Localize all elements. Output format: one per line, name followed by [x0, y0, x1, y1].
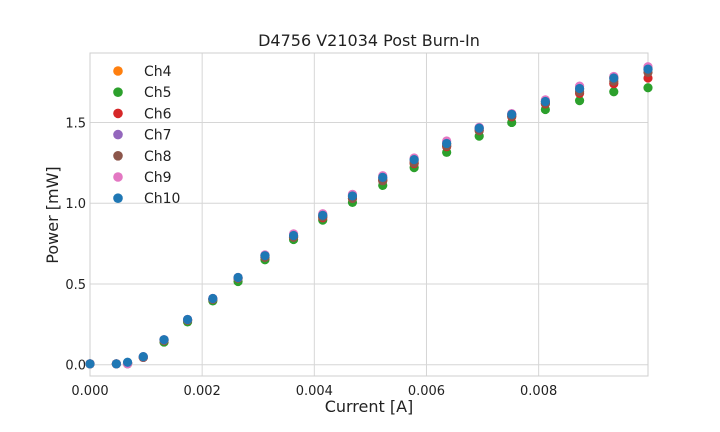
legend-item: Ch8 — [113, 149, 172, 165]
data-point — [540, 96, 550, 107]
legend-marker — [113, 108, 123, 119]
chart-title: D4756 V21034 Post Burn-In — [258, 31, 480, 50]
data-point — [378, 172, 388, 182]
x-tick-label: 0.008 — [520, 384, 557, 399]
legend-marker — [113, 87, 123, 97]
data-point — [643, 64, 653, 74]
data-point — [159, 335, 169, 345]
legend-label: Ch4 — [144, 64, 172, 80]
data-point — [574, 83, 585, 94]
data-point — [574, 96, 585, 106]
legend-marker — [113, 151, 123, 161]
data-point — [233, 272, 243, 283]
legend-label: Ch9 — [144, 170, 172, 186]
data-point — [288, 230, 299, 241]
x-tick-label: 0.006 — [408, 384, 445, 399]
data-point — [138, 352, 148, 362]
legend-item: Ch10 — [113, 191, 180, 207]
x-axis-label: Current [A] — [325, 397, 414, 416]
data-point — [85, 359, 95, 369]
data-point — [442, 138, 452, 149]
data-point — [643, 83, 653, 93]
y-tick-labels: 0.0 0.5 1.0 1.5 — [65, 116, 86, 373]
x-tick-label: 0.002 — [184, 384, 221, 399]
y-tick-label: 0.5 — [65, 278, 86, 293]
series-ch5 — [85, 83, 653, 369]
legend-item: Ch4 — [113, 64, 172, 80]
y-tick-label: 1.0 — [65, 197, 86, 212]
x-tick-labels: 0.000 0.002 0.004 0.006 0.008 — [71, 384, 557, 399]
plot-area — [89, 52, 649, 377]
legend-item: Ch5 — [113, 85, 172, 101]
legend-label: Ch5 — [144, 85, 172, 101]
legend-marker — [113, 66, 123, 76]
data-point — [609, 73, 619, 83]
legend-label: Ch8 — [144, 149, 172, 165]
legend-label: Ch6 — [144, 106, 172, 122]
gridlines — [89, 53, 648, 376]
data-point — [182, 314, 193, 325]
data-points — [85, 62, 653, 369]
series-ch10 — [85, 64, 653, 369]
data-point — [347, 191, 358, 201]
legend-marker — [113, 172, 123, 182]
x-tick-label: 0.000 — [71, 384, 108, 399]
data-point — [474, 123, 484, 133]
legend-item: Ch9 — [113, 170, 172, 186]
legend-label: Ch7 — [144, 128, 172, 144]
legend-item: Ch6 — [113, 106, 172, 122]
legend-marker — [113, 129, 123, 140]
data-point — [111, 359, 121, 369]
data-point — [122, 357, 133, 367]
legend-marker — [113, 193, 123, 203]
data-point — [260, 251, 270, 261]
data-point — [409, 154, 419, 165]
data-point — [507, 109, 517, 119]
data-point — [609, 87, 619, 97]
data-point — [318, 210, 328, 220]
legend: Ch4 Ch5 Ch6 Ch7 Ch8 Ch9 Ch10 — [113, 64, 180, 207]
y-tick-label: 0.0 — [65, 359, 86, 374]
y-axis-label: Power [mW] — [43, 166, 62, 263]
y-tick-label: 1.5 — [65, 116, 86, 131]
legend-item: Ch7 — [113, 128, 172, 144]
x-tick-label: 0.004 — [296, 384, 333, 399]
data-point — [208, 293, 218, 304]
legend-label: Ch10 — [144, 191, 180, 207]
